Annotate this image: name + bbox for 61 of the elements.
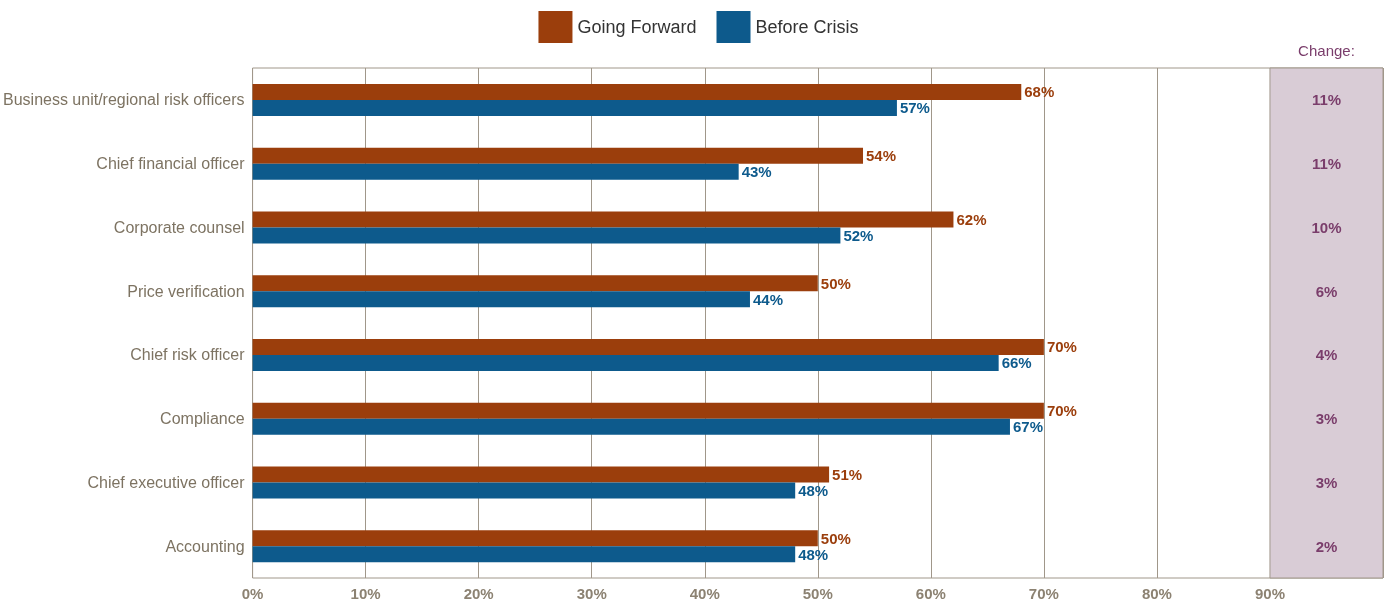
data-label: 52%	[843, 226, 874, 244]
annotation: 2%	[1315, 537, 1338, 555]
data-label: 48%	[798, 481, 829, 499]
x-tick-label: 70%	[1028, 585, 1059, 602]
bar	[252, 466, 830, 483]
y-tick-label: Accounting	[165, 537, 245, 555]
data-label: 51%	[832, 465, 863, 483]
annotation: 4%	[1315, 346, 1338, 364]
x-tick-label: 80%	[1141, 585, 1172, 602]
x-tick-label: 40%	[689, 585, 720, 602]
data-label: 62%	[956, 210, 987, 228]
band-label: Change:	[1298, 41, 1355, 59]
data-label: 44%	[752, 290, 783, 308]
data-label: 50%	[820, 274, 851, 292]
data-label: 54%	[866, 147, 897, 165]
bar	[252, 99, 897, 116]
x-tick-label: 50%	[802, 585, 833, 602]
y-tick-label: Compliance	[160, 410, 245, 428]
data-label: 67%	[1012, 418, 1043, 436]
y-tick-label: Business unit/regional risk officers	[3, 91, 245, 109]
annotation: 11%	[1311, 91, 1342, 109]
legend-label: Going Forward	[577, 17, 697, 37]
bar	[252, 338, 1044, 355]
data-label: 70%	[1046, 338, 1077, 356]
bar	[252, 354, 999, 371]
data-label: 50%	[820, 529, 851, 547]
bar	[252, 163, 739, 180]
annotation: 3%	[1315, 473, 1338, 491]
x-tick-label: 30%	[576, 585, 607, 602]
bar	[252, 147, 864, 164]
y-tick-label: Chief executive officer	[87, 473, 246, 491]
bar	[252, 482, 796, 499]
data-label: 66%	[1001, 354, 1032, 372]
bar	[252, 211, 954, 228]
annotation: 10%	[1311, 218, 1342, 236]
bar	[252, 530, 818, 547]
x-tick-label: 20%	[463, 585, 494, 602]
bar	[252, 227, 841, 244]
bar	[252, 83, 1022, 100]
data-label: 70%	[1046, 402, 1077, 420]
bar	[252, 291, 750, 308]
data-label: 48%	[798, 545, 829, 563]
x-tick-label: 10%	[350, 585, 381, 602]
bar	[252, 402, 1044, 419]
bar	[252, 546, 796, 563]
annotation: 6%	[1315, 282, 1338, 300]
annotation: 3%	[1315, 410, 1338, 428]
x-tick-label: 90%	[1254, 585, 1285, 602]
data-label: 43%	[741, 163, 772, 181]
y-tick-label: Chief risk officer	[130, 346, 246, 364]
y-tick-label: Corporate counsel	[113, 218, 245, 236]
annotation: 11%	[1311, 155, 1342, 173]
data-label: 57%	[899, 99, 930, 117]
data-label: 68%	[1024, 83, 1055, 101]
bar	[252, 275, 818, 292]
x-tick-label: 60%	[915, 585, 946, 602]
y-tick-label: Chief financial officer	[96, 155, 246, 173]
bar	[252, 418, 1010, 435]
legend-label: Before Crisis	[755, 17, 859, 37]
y-tick-label: Price verification	[127, 282, 245, 300]
x-tick-label: 0%	[241, 585, 264, 602]
